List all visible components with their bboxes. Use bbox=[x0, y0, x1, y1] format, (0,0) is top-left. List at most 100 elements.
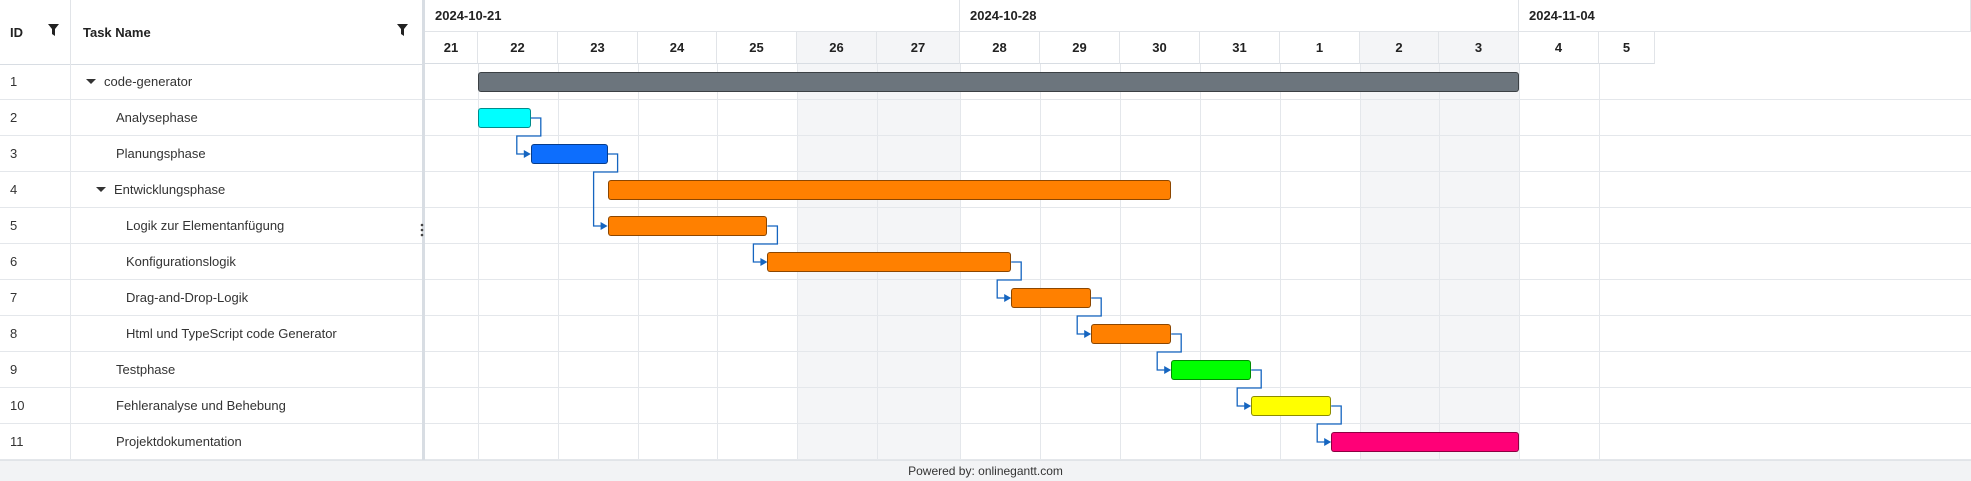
day-header: 22 bbox=[478, 32, 558, 64]
task-bar[interactable] bbox=[767, 252, 1012, 272]
task-id: 3 bbox=[0, 136, 71, 171]
task-bar[interactable] bbox=[1251, 396, 1332, 416]
task-name-cell: Analysephase bbox=[72, 100, 466, 135]
link-arrow-icon bbox=[600, 222, 608, 230]
week-header: 2024-10-28 bbox=[960, 0, 1519, 32]
task-name-cell: Logik zur Elementanfügung bbox=[72, 208, 476, 243]
day-header: 21 bbox=[425, 32, 478, 64]
day-header: 25 bbox=[717, 32, 797, 64]
row-gridline bbox=[425, 351, 1971, 352]
day-gridline bbox=[717, 64, 718, 460]
grid-row[interactable]: 8 Html und TypeScript code Generator bbox=[0, 316, 422, 352]
task-bar[interactable] bbox=[530, 144, 608, 164]
dependency-link bbox=[752, 225, 779, 263]
task-name: Planungsphase bbox=[116, 146, 206, 161]
row-gridline bbox=[425, 279, 1971, 280]
row-gridline bbox=[425, 459, 1971, 460]
column-header-task-name[interactable]: Task Name bbox=[72, 0, 422, 64]
day-header: 24 bbox=[638, 32, 717, 64]
grid-row[interactable]: 3 Planungsphase bbox=[0, 136, 422, 172]
task-name: Fehleranalyse und Behebung bbox=[116, 398, 286, 413]
day-gridline bbox=[1280, 64, 1281, 460]
day-header: 2 bbox=[1360, 32, 1439, 64]
task-name: code-generator bbox=[104, 74, 193, 89]
task-bar[interactable] bbox=[1091, 324, 1172, 344]
dependency-links bbox=[516, 117, 1342, 446]
day-header: 4 bbox=[1519, 32, 1599, 64]
row-gridline bbox=[425, 243, 1971, 244]
day-gridline bbox=[1200, 64, 1201, 460]
link-arrow-icon bbox=[1084, 330, 1092, 338]
row-gridline bbox=[425, 423, 1971, 424]
task-id: 5 bbox=[0, 208, 71, 243]
grid-row[interactable]: 1 code-generator bbox=[0, 64, 422, 100]
day-gridline bbox=[1599, 64, 1600, 460]
row-gridline bbox=[425, 99, 1971, 100]
task-name-cell: Html und TypeScript code Generator bbox=[72, 316, 476, 351]
task-id: 1 bbox=[0, 64, 71, 99]
dependency-link bbox=[1076, 297, 1102, 335]
grid-row[interactable]: 6 Konfigurationslogik bbox=[0, 244, 422, 280]
task-bar[interactable] bbox=[478, 108, 531, 128]
task-id: 8 bbox=[0, 316, 71, 351]
grid-row[interactable]: 5 Logik zur Elementanfügung bbox=[0, 208, 422, 244]
weekend-column bbox=[797, 32, 877, 460]
weekend-column bbox=[1360, 32, 1439, 460]
day-header: 27 bbox=[877, 32, 960, 64]
task-id: 9 bbox=[0, 352, 71, 387]
task-id: 7 bbox=[0, 280, 71, 315]
dependency-link bbox=[1236, 369, 1262, 407]
link-arrow-icon bbox=[1244, 402, 1252, 410]
grid-row[interactable]: 4 Entwicklungsphase bbox=[0, 172, 422, 208]
column-header-id-label: ID bbox=[10, 24, 23, 40]
task-bar[interactable] bbox=[478, 72, 1519, 92]
day-gridline bbox=[1120, 64, 1121, 460]
dependency-link bbox=[592, 153, 619, 227]
grid-header: ID Task Name bbox=[0, 0, 422, 65]
gantt-chart: 2024-10-21 2024-10-28 2024-11-04 21 22 23 24 25… bbox=[425, 0, 1971, 460]
task-name-cell: code-generator bbox=[72, 64, 436, 99]
grid-row[interactable]: 7 Drag-and-Drop-Logik bbox=[0, 280, 422, 316]
collapse-caret-icon[interactable] bbox=[96, 187, 106, 192]
task-name-cell: Konfigurationslogik bbox=[72, 244, 476, 279]
collapse-caret-icon[interactable] bbox=[86, 79, 96, 84]
task-id: 2 bbox=[0, 100, 71, 135]
row-gridline bbox=[425, 207, 1971, 208]
weekend-column bbox=[1439, 32, 1519, 460]
powered-by-text: Powered by: onlinegantt.com bbox=[908, 464, 1063, 478]
dependency-link bbox=[1316, 405, 1342, 443]
day-header: 28 bbox=[960, 32, 1040, 64]
grid-row[interactable]: 2 Analysephase bbox=[0, 100, 422, 136]
dependency-link bbox=[996, 261, 1022, 299]
task-bar[interactable] bbox=[1011, 288, 1092, 308]
column-header-id[interactable]: ID bbox=[0, 0, 71, 64]
row-gridline bbox=[425, 387, 1971, 388]
task-name: Konfigurationslogik bbox=[126, 254, 236, 269]
task-name: Html und TypeScript code Generator bbox=[126, 326, 337, 341]
grid-row[interactable]: 10 Fehleranalyse und Behebung bbox=[0, 388, 422, 424]
column-resize-handle-icon[interactable] bbox=[418, 222, 426, 238]
column-header-task-name-label: Task Name bbox=[83, 24, 151, 40]
dependency-link bbox=[1156, 333, 1182, 371]
task-bar[interactable] bbox=[1171, 360, 1252, 380]
filter-icon[interactable] bbox=[397, 24, 408, 36]
weekend-column bbox=[877, 32, 960, 460]
grid-row[interactable]: 11 Projektdokumentation bbox=[0, 424, 422, 460]
task-name-cell: Planungsphase bbox=[72, 136, 466, 171]
task-id: 10 bbox=[0, 388, 71, 423]
filter-icon[interactable] bbox=[48, 24, 59, 36]
task-bar[interactable] bbox=[1331, 432, 1519, 452]
task-id: 6 bbox=[0, 244, 71, 279]
task-grid: ID Task Name 1 code-generator 2 Analysephas… bbox=[0, 0, 425, 460]
task-name-cell: Entwicklungsphase bbox=[72, 172, 446, 207]
grid-row[interactable]: 9 Testphase bbox=[0, 352, 422, 388]
task-name-cell: Testphase bbox=[72, 352, 466, 387]
row-gridline bbox=[425, 315, 1971, 316]
link-arrow-icon bbox=[1004, 294, 1012, 302]
task-name: Projektdokumentation bbox=[116, 434, 242, 449]
task-bar[interactable] bbox=[607, 216, 768, 236]
week-header: 2024-10-21 bbox=[425, 0, 960, 32]
task-bar[interactable] bbox=[607, 180, 1172, 200]
day-gridline bbox=[558, 64, 559, 460]
day-header: 5 bbox=[1599, 32, 1655, 64]
